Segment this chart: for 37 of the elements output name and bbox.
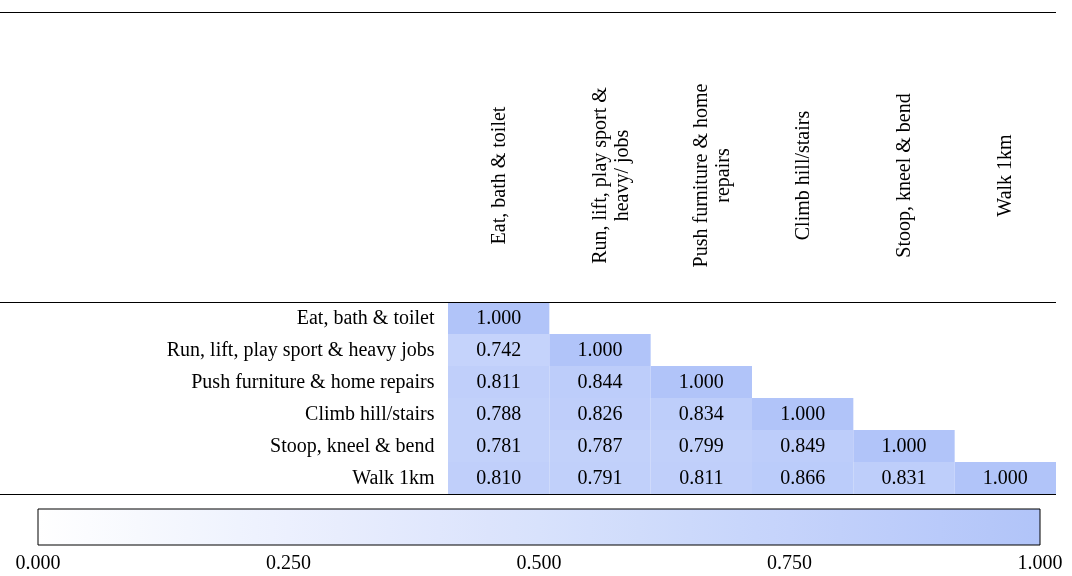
x-tick-label: Walk 1km	[993, 133, 1016, 217]
data-label: 0.811	[476, 370, 521, 392]
data-label: 0.791	[577, 466, 623, 488]
color-bar-label: 0.000	[15, 551, 61, 573]
x-tick-label: Run, lift, play sport & heavy/ jobs	[588, 86, 633, 264]
data-label: 0.826	[577, 402, 623, 424]
color-bar-label: 0.750	[767, 551, 812, 573]
data-label: 1.000	[476, 306, 522, 328]
y-tick-label: Eat, bath & toilet	[296, 306, 435, 328]
color-bar-label: 0.500	[516, 551, 562, 573]
data-label: 0.799	[678, 434, 724, 456]
data-label: 1.000	[577, 338, 623, 360]
data-label: 1.000	[780, 402, 826, 424]
color-bar-label: 1.000	[1017, 551, 1063, 573]
data-label: 1.000	[678, 370, 724, 392]
y-tick-label: Climb hill/stairs	[305, 402, 435, 424]
y-tick-label: Run, lift, play sport & heavy jobs	[166, 338, 435, 361]
data-label: 0.849	[780, 434, 826, 456]
data-label: 0.781	[476, 434, 522, 456]
data-label: 0.831	[881, 466, 927, 488]
color-bar-label: 0.250	[266, 551, 311, 573]
data-label: 0.834	[678, 402, 724, 424]
data-label: 0.844	[577, 370, 623, 392]
x-tick-label: Climb hill/stairs	[790, 110, 813, 241]
data-label: 0.742	[476, 338, 522, 360]
data-label: 0.866	[780, 466, 826, 488]
y-tick-label: Stoop, kneel & bend	[270, 434, 435, 457]
data-label: 0.787	[577, 434, 623, 456]
data-label: 0.788	[476, 402, 522, 424]
data-label: 1.000	[982, 466, 1028, 488]
data-label: 0.811	[679, 466, 724, 488]
x-tick-label: Stoop, kneel & bend	[892, 93, 915, 258]
x-tick-label: Push furniture & home repairs	[689, 83, 735, 268]
y-tick-label: Push furniture & home repairs	[191, 370, 435, 393]
data-label: 1.000	[881, 434, 927, 456]
data-label: 0.810	[476, 466, 522, 488]
y-tick-label: Walk 1km	[352, 466, 435, 488]
